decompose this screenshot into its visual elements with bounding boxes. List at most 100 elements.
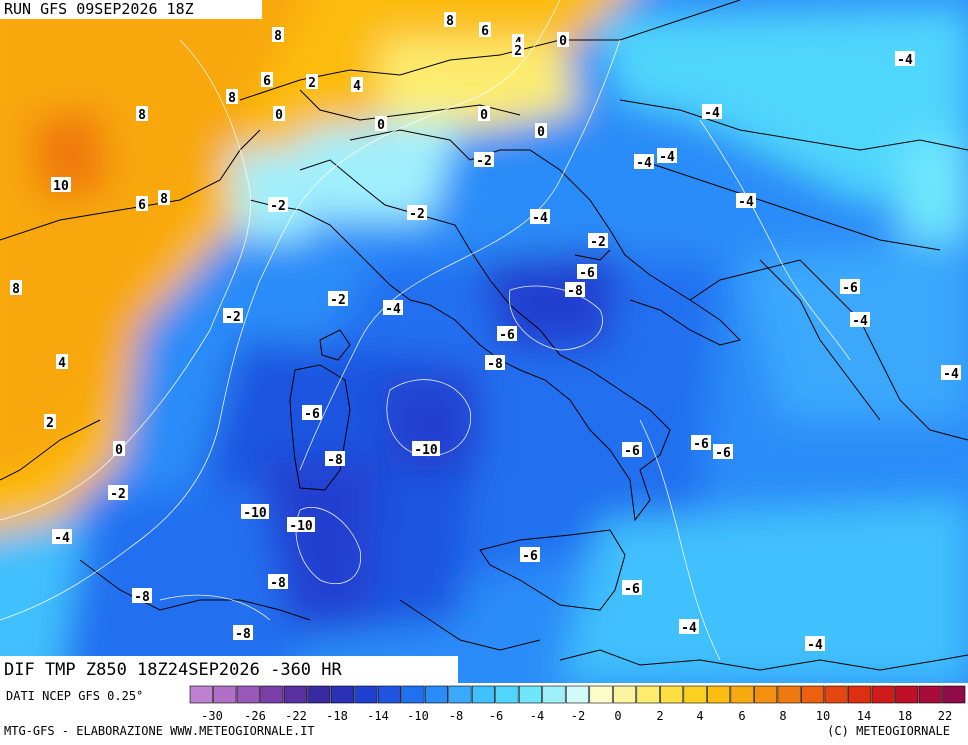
- svg-text:-4: -4: [532, 211, 548, 226]
- svg-text:-2: -2: [409, 207, 425, 222]
- svg-text:0: 0: [377, 118, 385, 133]
- legend-tick-label: -8: [449, 709, 463, 723]
- svg-text:6: 6: [138, 198, 146, 213]
- contour-label: 2: [44, 414, 56, 431]
- svg-text:-6: -6: [715, 446, 731, 461]
- contour-label: -6: [622, 580, 642, 597]
- svg-text:-6: -6: [579, 266, 595, 281]
- legend-swatch: [518, 685, 543, 704]
- legend-swatch: [848, 685, 872, 704]
- contour-label: 8: [226, 89, 238, 106]
- contour-label: 4: [56, 354, 68, 371]
- svg-text:-4: -4: [807, 638, 823, 653]
- contour-label: -2: [268, 197, 288, 214]
- legend-swatch: [471, 685, 495, 704]
- svg-text:-6: -6: [624, 444, 640, 459]
- footer-copyright: (C) METEOGIORNALE: [827, 724, 950, 738]
- contour-label: 8: [136, 106, 148, 123]
- temperature-anomaly-map: 8642086248080001068-2-2-4-28-2-2-4420-2-…: [0, 0, 968, 683]
- contour-label: -2: [108, 485, 128, 502]
- svg-text:-10: -10: [243, 506, 267, 521]
- contour-label: -4: [736, 193, 756, 210]
- svg-text:-10: -10: [414, 443, 438, 458]
- contour-label: 6: [261, 72, 273, 89]
- svg-text:-4: -4: [704, 106, 720, 121]
- legend-swatch: [236, 685, 260, 704]
- svg-text:6: 6: [481, 24, 489, 39]
- legend-swatch: [189, 685, 213, 704]
- contour-label: -6: [302, 405, 322, 422]
- footer-credit: MTG-GFS - ELABORAZIONE WWW.METEOGIORNALE…: [4, 724, 315, 738]
- svg-text:-2: -2: [330, 293, 346, 308]
- contour-label: -4: [702, 104, 722, 121]
- svg-text:-4: -4: [681, 621, 697, 636]
- contour-label: -6: [497, 326, 517, 343]
- contour-label: -4: [941, 365, 961, 382]
- contour-label: 0: [478, 106, 490, 123]
- legend-swatch: [636, 685, 660, 704]
- legend-swatch: [707, 685, 731, 704]
- contour-label: 6: [479, 22, 491, 39]
- contour-label: -6: [622, 442, 642, 459]
- legend-tick-label: 2: [656, 709, 663, 723]
- legend-tick-label: 10: [816, 709, 830, 723]
- legend-swatch: [377, 685, 401, 704]
- legend-swatch: [495, 685, 519, 704]
- field-title: DIF TMP Z850 18Z24SEP2026 -360 HR: [0, 656, 458, 684]
- svg-text:-8: -8: [567, 284, 583, 299]
- svg-text:10: 10: [53, 179, 69, 194]
- svg-text:6: 6: [263, 74, 271, 89]
- legend-swatch: [565, 685, 590, 704]
- contour-label: 0: [113, 441, 125, 458]
- color-legend: -30 -26 -22 -18 -14 -10 -8 -6 -4 -2 0 2 4 6 8 10 14 18 22: [0, 683, 968, 745]
- legend-swatch: [895, 685, 919, 704]
- svg-text:-8: -8: [327, 453, 343, 468]
- svg-text:0: 0: [480, 108, 488, 123]
- svg-text:-4: -4: [54, 531, 70, 546]
- svg-text:-4: -4: [738, 195, 754, 210]
- legend-swatch: [777, 685, 801, 704]
- contour-label: -6: [577, 264, 597, 281]
- svg-text:-4: -4: [385, 302, 401, 317]
- legend-swatch: [213, 685, 237, 704]
- svg-text:-10: -10: [289, 519, 313, 534]
- svg-text:0: 0: [275, 108, 283, 123]
- legend-swatch: [589, 685, 613, 704]
- legend-swatch: [824, 685, 848, 704]
- coastlines-borders: [0, 0, 968, 671]
- svg-text:-2: -2: [110, 487, 126, 502]
- contour-label: -6: [840, 279, 860, 296]
- contour-label: 0: [557, 32, 569, 49]
- contour-label: -4: [657, 148, 677, 165]
- legend-tick-label: -22: [285, 709, 307, 723]
- legend-tick-label: 22: [938, 709, 952, 723]
- contour-label: 4: [351, 77, 363, 94]
- svg-text:-6: -6: [624, 582, 640, 597]
- legend-swatch: [448, 685, 472, 704]
- legend-swatch: [283, 685, 307, 704]
- legend-swatch: [401, 685, 425, 704]
- legend-tick-labels: -30 -26 -22 -18 -14 -10 -8 -6 -4 -2 0 2 4 6 8 10 14 18 22: [201, 709, 952, 723]
- svg-text:-4: -4: [659, 150, 675, 165]
- contour-label: -8: [565, 282, 585, 299]
- contour-label: -6: [691, 435, 711, 452]
- svg-text:-8: -8: [487, 357, 503, 372]
- svg-text:8: 8: [446, 14, 454, 29]
- data-source: DATI NCEP GFS 0.25°: [4, 689, 146, 703]
- svg-text:0: 0: [537, 125, 545, 140]
- isotherm-lines: [0, 0, 850, 660]
- contour-label: 10: [51, 177, 71, 194]
- svg-text:8: 8: [160, 192, 168, 207]
- legend-tick-label: -26: [244, 709, 266, 723]
- svg-text:-6: -6: [842, 281, 858, 296]
- legend-tick-label: -10: [407, 709, 429, 723]
- contour-label: -4: [52, 529, 72, 546]
- svg-text:-8: -8: [270, 576, 286, 591]
- contour-label: 2: [306, 74, 318, 91]
- svg-text:2: 2: [46, 416, 54, 431]
- contour-label: 8: [158, 190, 170, 207]
- contour-label: -4: [895, 51, 915, 68]
- svg-text:-4: -4: [943, 367, 959, 382]
- contour-label: -2: [223, 308, 243, 325]
- contour-label: -10: [287, 517, 315, 534]
